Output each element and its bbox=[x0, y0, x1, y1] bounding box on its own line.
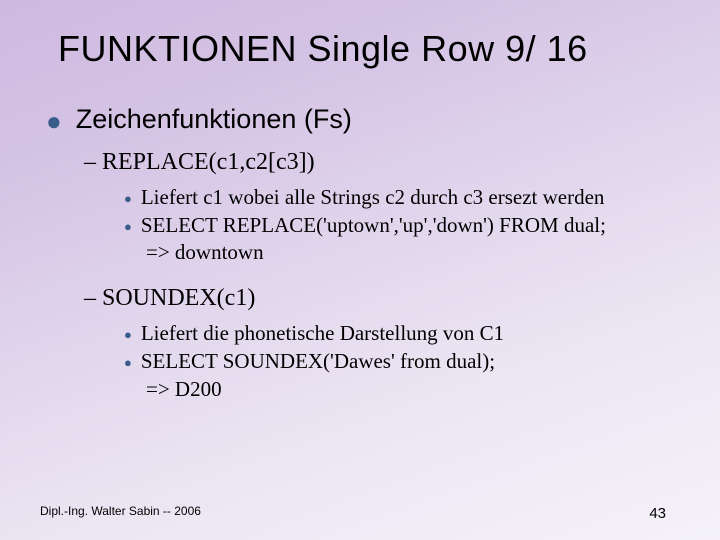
slide-number: 43 bbox=[649, 505, 666, 522]
level3-item: ● SELECT SOUNDEX('Dawes' from dual); bbox=[124, 348, 680, 376]
level2-item: – REPLACE(c1,c2[c3]) bbox=[84, 149, 680, 176]
level3-text: SELECT REPLACE('uptown','up','down') FRO… bbox=[141, 212, 606, 240]
level3-text: Liefert c1 wobei alle Strings c2 durch c… bbox=[141, 184, 605, 212]
level3-item: ● Liefert c1 wobei alle Strings c2 durch… bbox=[124, 184, 680, 212]
level3-item: ● Liefert die phonetische Darstellung vo… bbox=[124, 320, 680, 348]
level3-text: SELECT SOUNDEX('Dawes' from dual); bbox=[141, 348, 495, 376]
footer-author: Dipl.-Ing. Walter Sabin -- 2006 bbox=[40, 504, 201, 518]
level2-item: – SOUNDEX(c1) bbox=[84, 285, 680, 312]
level3-continuation: => downtown bbox=[146, 239, 680, 267]
bullet-icon: ● bbox=[124, 220, 132, 233]
bullet-icon: ● bbox=[124, 328, 132, 341]
level3-group: ● Liefert c1 wobei alle Strings c2 durch… bbox=[124, 184, 680, 267]
slide: FUNKTIONEN Single Row 9/ 16 ● Zeichenfun… bbox=[0, 0, 720, 403]
level3-continuation: => D200 bbox=[146, 376, 680, 404]
level3-item: ● SELECT REPLACE('uptown','up','down') F… bbox=[124, 212, 680, 240]
bullet-icon: ● bbox=[124, 192, 132, 205]
slide-title: FUNKTIONEN Single Row 9/ 16 bbox=[58, 28, 680, 70]
level3-group: ● Liefert die phonetische Darstellung vo… bbox=[124, 320, 680, 403]
level1-item: ● Zeichenfunktionen (Fs) bbox=[46, 104, 680, 135]
bullet-icon: ● bbox=[46, 108, 62, 134]
level3-text: Liefert die phonetische Darstellung von … bbox=[141, 320, 504, 348]
level1-text: Zeichenfunktionen (Fs) bbox=[76, 104, 352, 135]
bullet-icon: ● bbox=[124, 356, 132, 369]
